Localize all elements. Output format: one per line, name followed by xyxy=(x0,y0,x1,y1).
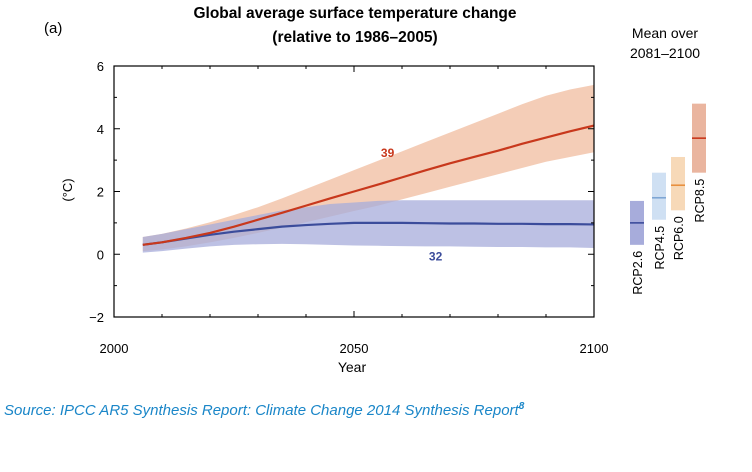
side-panel-title-line-2: 2081–2100 xyxy=(630,45,700,61)
side-bar-rcp60 xyxy=(671,156,685,211)
y-tick-label: −2 xyxy=(89,310,104,325)
source-footnote: 8 xyxy=(518,401,525,412)
chart-title: Global average surface temperature chang… xyxy=(193,5,516,22)
model-count-rcp26: 32 xyxy=(429,250,443,264)
panel-label: (a) xyxy=(44,20,62,37)
y-tick-label: 0 xyxy=(97,247,104,262)
side-bar-label-rcp60: RCP6.0 xyxy=(672,216,686,260)
y-axis-label: (°C) xyxy=(60,178,75,201)
band-rcp85 xyxy=(142,84,595,252)
x-tick-label: 2000 xyxy=(100,341,129,356)
source-caption: Source: IPCC AR5 Synthesis Report: Clima… xyxy=(4,401,524,419)
mean-line-rcp85 xyxy=(142,124,595,246)
side-bar-label-rcp45: RCP4.5 xyxy=(653,226,667,270)
side-bar-rcp45 xyxy=(652,172,666,220)
side-panel-title-line-1: Mean over xyxy=(632,25,698,41)
y-tick-label: 2 xyxy=(97,185,104,200)
source-text: Source: IPCC AR5 Synthesis Report: Clima… xyxy=(4,402,519,419)
band-rcp26 xyxy=(142,200,595,253)
y-tick-label: 4 xyxy=(97,122,104,137)
chart-subtitle: (relative to 1986–2005) xyxy=(272,29,437,46)
mean-line-rcp26 xyxy=(142,221,595,246)
x-axis-label: Year xyxy=(338,359,367,375)
side-bar-label-rcp85: RCP8.5 xyxy=(693,179,707,223)
model-count-rcp85: 39 xyxy=(381,146,395,160)
x-tick-label: 2100 xyxy=(580,341,609,356)
y-tick-label: 6 xyxy=(97,59,104,74)
side-bar-label-rcp26: RCP2.6 xyxy=(631,251,645,295)
x-tick-label: 2050 xyxy=(340,341,369,356)
